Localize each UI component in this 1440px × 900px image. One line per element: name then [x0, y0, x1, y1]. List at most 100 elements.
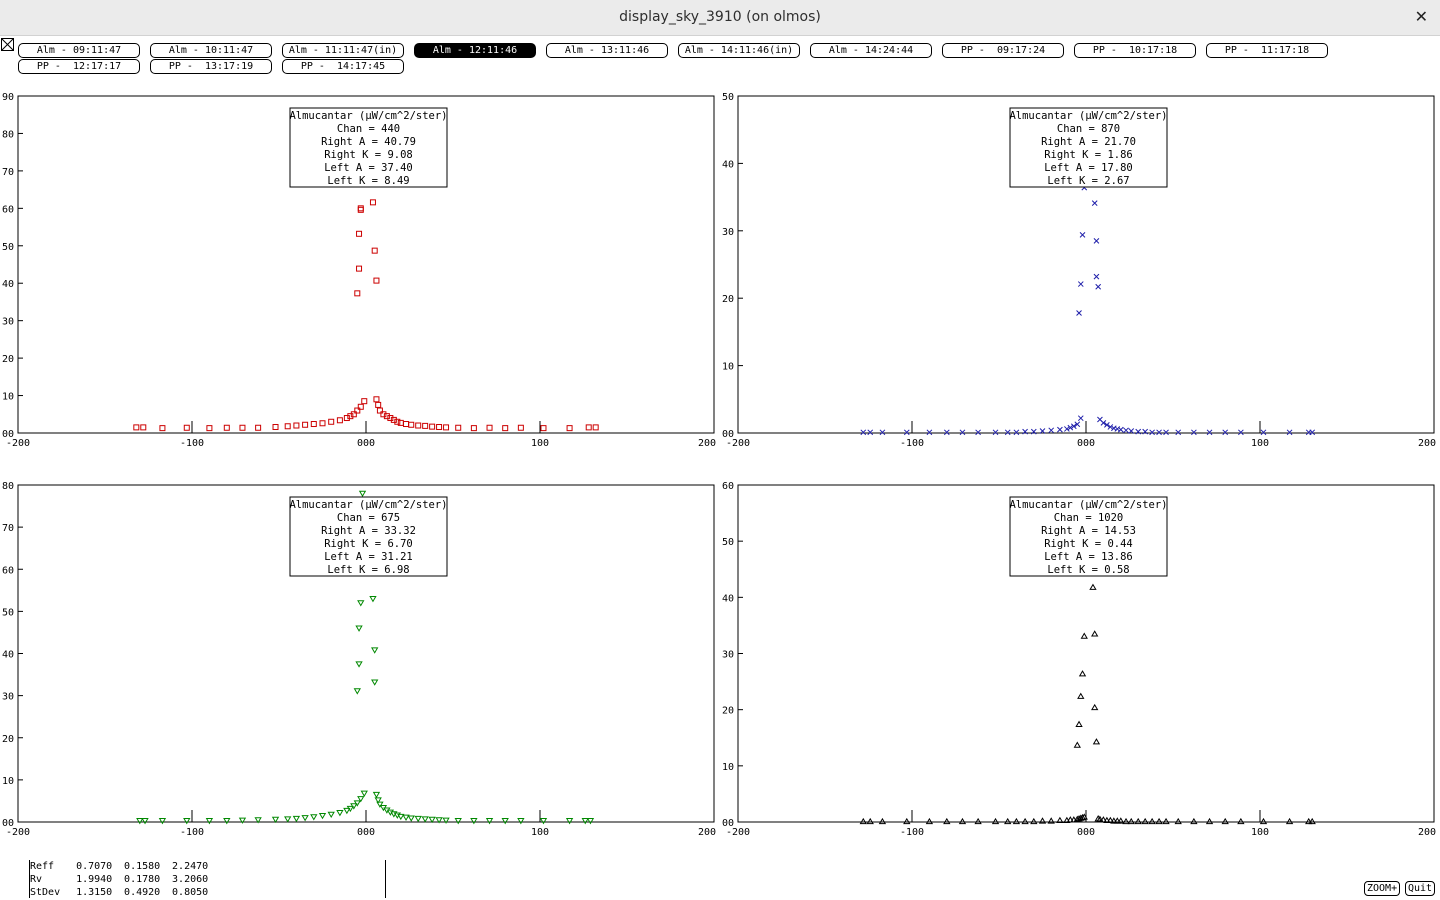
- data-point: [1074, 421, 1081, 428]
- y-tick-label: 10: [2, 776, 14, 787]
- tab-pp-11-17-18[interactable]: PP - 11:17:18: [1206, 43, 1328, 58]
- tab-alm-14-24-44[interactable]: Alm - 14:24:44: [810, 43, 932, 58]
- data-point: [903, 817, 911, 825]
- data-point: [1048, 427, 1055, 434]
- data-point: [1078, 813, 1087, 821]
- data-point: [1093, 238, 1100, 244]
- legend-box: [289, 107, 448, 188]
- stats-divider-left: [29, 860, 30, 898]
- y-tick-label: 40: [722, 593, 734, 604]
- data-point: [223, 818, 231, 825]
- stats-row-reff: Reff 0.7070 0.1580 2.2470: [30, 860, 220, 873]
- data-point: [1004, 817, 1012, 825]
- data-point: [1077, 281, 1084, 287]
- data-point: [383, 413, 390, 420]
- data-point: [1106, 816, 1115, 824]
- data-point: [1127, 817, 1135, 825]
- data-point: [255, 424, 262, 431]
- tab-alm-12-11-46[interactable]: Alm - 12:11:46: [414, 43, 536, 58]
- data-point: [357, 205, 364, 212]
- data-point: [975, 429, 981, 436]
- y-tick-label: 90: [2, 92, 14, 103]
- data-point: [136, 818, 144, 825]
- data-point: [585, 424, 592, 431]
- tab-alm-13-11-46[interactable]: Alm - 13:11:46: [546, 43, 668, 58]
- y-tick-label: 00: [2, 429, 14, 440]
- data-point: [371, 679, 379, 686]
- data-point: [1308, 817, 1316, 825]
- data-point: [1149, 429, 1155, 436]
- data-point: [1110, 817, 1118, 824]
- tab-pp-13-17-19[interactable]: PP - 13:17:19: [150, 59, 272, 74]
- data-point: [943, 429, 950, 436]
- data-point: [1175, 429, 1182, 436]
- x-tick-label: -200: [726, 438, 750, 449]
- data-point: [301, 815, 309, 822]
- plot-top-left: 00 10 20 30 40 50 60 70 80 90 -200 -100 000 100 200 Alm…: [2, 92, 716, 449]
- data-point: [1259, 817, 1268, 825]
- data-point: [992, 429, 999, 436]
- data-point: [357, 403, 364, 410]
- close-window-button[interactable]: ✕: [1414, 7, 1428, 26]
- data-point: [1221, 817, 1229, 825]
- data-point: [470, 425, 477, 432]
- quit-button[interactable]: Quit: [1405, 881, 1436, 896]
- data-point: [581, 818, 589, 825]
- tab-alm-10-11-47[interactable]: Alm - 10:11:47: [150, 43, 272, 58]
- data-point: [284, 423, 291, 430]
- window-menu-icon[interactable]: [1, 38, 14, 51]
- y-tick-label: 20: [722, 706, 734, 717]
- data-point: [1096, 815, 1104, 822]
- data-point: [357, 796, 365, 803]
- tab-pp-09-17-24[interactable]: PP - 09:17:24: [942, 43, 1064, 58]
- data-point: [369, 199, 376, 206]
- data-point: [517, 818, 525, 825]
- stats-label: Reff: [30, 861, 55, 872]
- data-point: [1128, 428, 1135, 434]
- data-point: [355, 661, 363, 668]
- data-point: [350, 803, 358, 810]
- y-tick-label: 50: [2, 607, 14, 618]
- data-point: [1021, 817, 1029, 825]
- data-point: [1077, 692, 1085, 699]
- stats-label: Rv: [30, 874, 43, 885]
- legend-line: Chan = 440: [337, 123, 400, 135]
- tab-alm-09-11-47[interactable]: Alm - 09:11:47: [18, 43, 140, 58]
- stats-value: 1.3150: [76, 887, 113, 898]
- data-point: [1073, 741, 1081, 748]
- window-titlebar: display_sky_3910 (on olmos) ✕: [0, 0, 1440, 36]
- data-point: [1013, 429, 1020, 436]
- stats-divider-right: [385, 860, 386, 898]
- y-tick-label: 10: [722, 362, 734, 373]
- x-tick-label: -100: [900, 827, 924, 838]
- x-tick-label: 200: [698, 438, 716, 449]
- legend-line: Left A = 13.86: [1044, 551, 1133, 563]
- y-tick-label: 30: [722, 650, 734, 661]
- y-tick-label: 70: [2, 523, 14, 534]
- tab-pp-12-17-17[interactable]: PP - 12:17:17: [18, 59, 140, 74]
- data-point: [926, 429, 933, 436]
- data-point: [517, 424, 524, 431]
- tab-pp-14-17-45[interactable]: PP - 14:17:45: [282, 59, 404, 74]
- tab-alm-11-11-47-in[interactable]: Alm - 11:11:47(in): [282, 43, 404, 58]
- data-point: [1141, 817, 1149, 825]
- data-point: [375, 401, 382, 408]
- zoom-button[interactable]: ZOOM+: [1364, 881, 1401, 896]
- data-point: [1117, 426, 1124, 433]
- legend-box: [289, 496, 448, 577]
- data-point: [238, 817, 247, 824]
- tab-alm-14-11-46-in[interactable]: Alm - 14:11:46(in): [678, 43, 800, 58]
- data-point: [1047, 817, 1055, 824]
- data-point: [1099, 816, 1108, 823]
- data-point: [1094, 815, 1102, 822]
- data-point: [1064, 426, 1070, 432]
- legend-line: Right A = 33.32: [321, 525, 416, 537]
- data-point: [272, 424, 279, 431]
- x-tick-label: 000: [1077, 827, 1095, 838]
- data-point: [254, 817, 262, 824]
- legend-line: Left K = 2.67: [1047, 175, 1129, 187]
- data-point: [361, 398, 368, 405]
- tab-pp-10-17-18[interactable]: PP - 10:17:18: [1074, 43, 1196, 58]
- data-point: [350, 411, 357, 418]
- data-point: [958, 817, 967, 825]
